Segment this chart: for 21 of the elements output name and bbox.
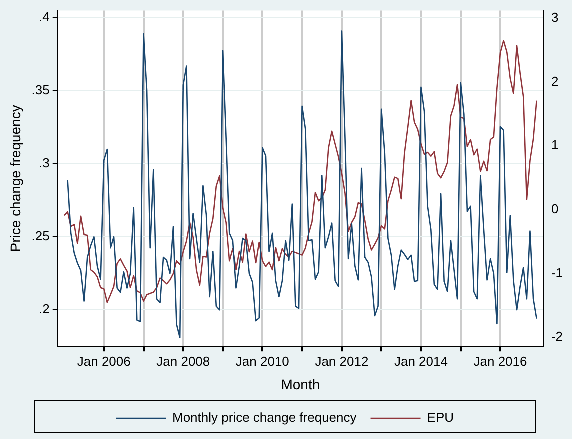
y-tick-label: .35 bbox=[32, 82, 50, 98]
y2-tick-label: 0 bbox=[551, 202, 559, 217]
y-tick-label: .3 bbox=[39, 156, 50, 171]
y2-tick-label: -2 bbox=[551, 329, 564, 344]
x-tick-label: Jan 2010 bbox=[236, 354, 290, 369]
legend-label: Monthly price change frequency bbox=[172, 410, 358, 426]
y-tick-label: .4 bbox=[39, 10, 50, 25]
x-tick-label: Jan 2016 bbox=[474, 354, 528, 369]
x-tick-label: Jan 2014 bbox=[394, 354, 448, 369]
y2-tick-label: 1 bbox=[551, 138, 559, 153]
x-tick-label: Jan 2006 bbox=[77, 354, 131, 369]
y2-tick-label: -1 bbox=[551, 265, 564, 280]
x-axis-title: Month bbox=[281, 376, 320, 392]
y2-tick-label: 3 bbox=[551, 10, 559, 26]
x-tick-label: Jan 2008 bbox=[156, 354, 210, 369]
y-tick-label: .2 bbox=[39, 302, 50, 317]
y2-tick-label: 2 bbox=[551, 74, 559, 89]
x-tick-label: Jan 2012 bbox=[315, 354, 369, 369]
y-tick-label: .25 bbox=[32, 228, 50, 244]
legend-label: EPU bbox=[427, 410, 454, 426]
y-axis-title: Price change frequency bbox=[7, 105, 24, 252]
